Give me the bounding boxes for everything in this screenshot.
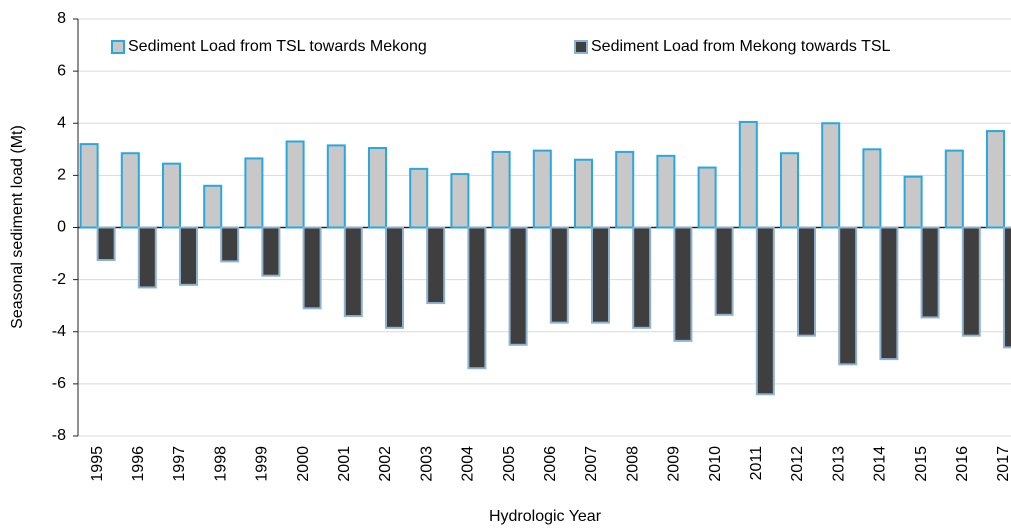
bar <box>409 167 429 229</box>
bar <box>755 226 775 396</box>
bar <box>261 226 281 277</box>
bar <box>797 226 816 337</box>
x-tick-label: 1997 <box>171 446 188 482</box>
bar <box>862 148 882 229</box>
bar <box>491 150 511 229</box>
bar <box>244 157 264 229</box>
x-tick-label: 2005 <box>501 446 518 482</box>
bar <box>302 226 322 310</box>
bar <box>426 226 446 305</box>
x-tick-label: 2012 <box>789 446 806 482</box>
y-tick-label: 8 <box>57 10 66 27</box>
x-tick-label: 2017 <box>995 446 1011 482</box>
x-tick-label: 2014 <box>872 446 889 482</box>
bar <box>697 166 717 229</box>
legend-swatch <box>574 40 588 54</box>
bar <box>220 226 240 263</box>
bar <box>821 122 841 229</box>
x-tick-label: 2003 <box>418 446 435 482</box>
bar <box>467 226 487 370</box>
bar <box>1003 226 1011 349</box>
bar <box>385 226 404 329</box>
x-tick-label: 1999 <box>254 446 271 482</box>
bar <box>615 150 635 229</box>
bar <box>368 147 387 229</box>
x-tick-label: 2002 <box>377 446 394 482</box>
y-tick-label: 0 <box>57 219 66 236</box>
x-tick-label: 2016 <box>954 446 971 482</box>
bar <box>591 226 610 324</box>
x-tick-label: 2010 <box>707 446 724 482</box>
bar <box>96 226 116 262</box>
bar <box>343 226 363 318</box>
bar <box>285 140 305 229</box>
bar <box>879 226 899 361</box>
bar <box>532 149 552 229</box>
bar <box>714 226 734 316</box>
x-tick-label: 2000 <box>295 446 312 482</box>
x-axis-title: Hydrologic Year <box>489 508 602 525</box>
x-tick-label: 2004 <box>460 446 477 482</box>
bar <box>738 120 758 229</box>
bar <box>656 154 676 229</box>
x-tick-label: 2011 <box>748 446 765 481</box>
y-tick-label: -6 <box>52 375 66 392</box>
bar <box>508 226 528 346</box>
x-tick-label: 1998 <box>212 446 229 482</box>
bar <box>673 226 693 342</box>
bar <box>137 226 157 289</box>
bar <box>986 130 1005 229</box>
y-tick-label: 2 <box>57 167 66 184</box>
bar <box>961 226 981 337</box>
bar <box>574 158 593 229</box>
bar <box>632 226 652 329</box>
y-tick-label: -8 <box>52 427 66 444</box>
y-tick-label: 6 <box>57 62 66 79</box>
bar <box>903 175 923 229</box>
x-tick-label: 1995 <box>89 446 106 482</box>
x-tick-label: 2013 <box>830 446 847 482</box>
bar <box>179 226 198 286</box>
bar <box>549 226 569 324</box>
bar <box>450 173 470 229</box>
x-tick-label: 2006 <box>542 446 559 482</box>
bar <box>944 149 964 229</box>
legend-label: Sediment Load from TSL towards Mekong <box>128 38 427 55</box>
y-tick-label: -2 <box>52 271 66 288</box>
bar <box>920 226 940 319</box>
x-tick-label: 1996 <box>130 446 147 482</box>
bar <box>326 144 346 229</box>
bar <box>838 226 858 366</box>
y-axis-title: Seasonal sediment load (Mt) <box>9 125 26 329</box>
x-tick-label: 2008 <box>624 446 641 482</box>
legend-label: Sediment Load from Mekong towards TSL <box>591 38 891 55</box>
bar <box>780 152 799 229</box>
x-tick-label: 2015 <box>913 446 930 482</box>
x-tick-label: 2007 <box>583 446 600 482</box>
legend-swatch <box>111 40 125 54</box>
x-tick-label: 2001 <box>336 446 353 482</box>
y-tick-label: -4 <box>52 323 66 340</box>
x-tick-label: 2009 <box>666 446 683 482</box>
y-tick-label: 4 <box>57 114 66 131</box>
bar <box>203 184 223 229</box>
bar <box>162 162 181 229</box>
bar <box>79 143 99 229</box>
bar <box>120 152 140 229</box>
